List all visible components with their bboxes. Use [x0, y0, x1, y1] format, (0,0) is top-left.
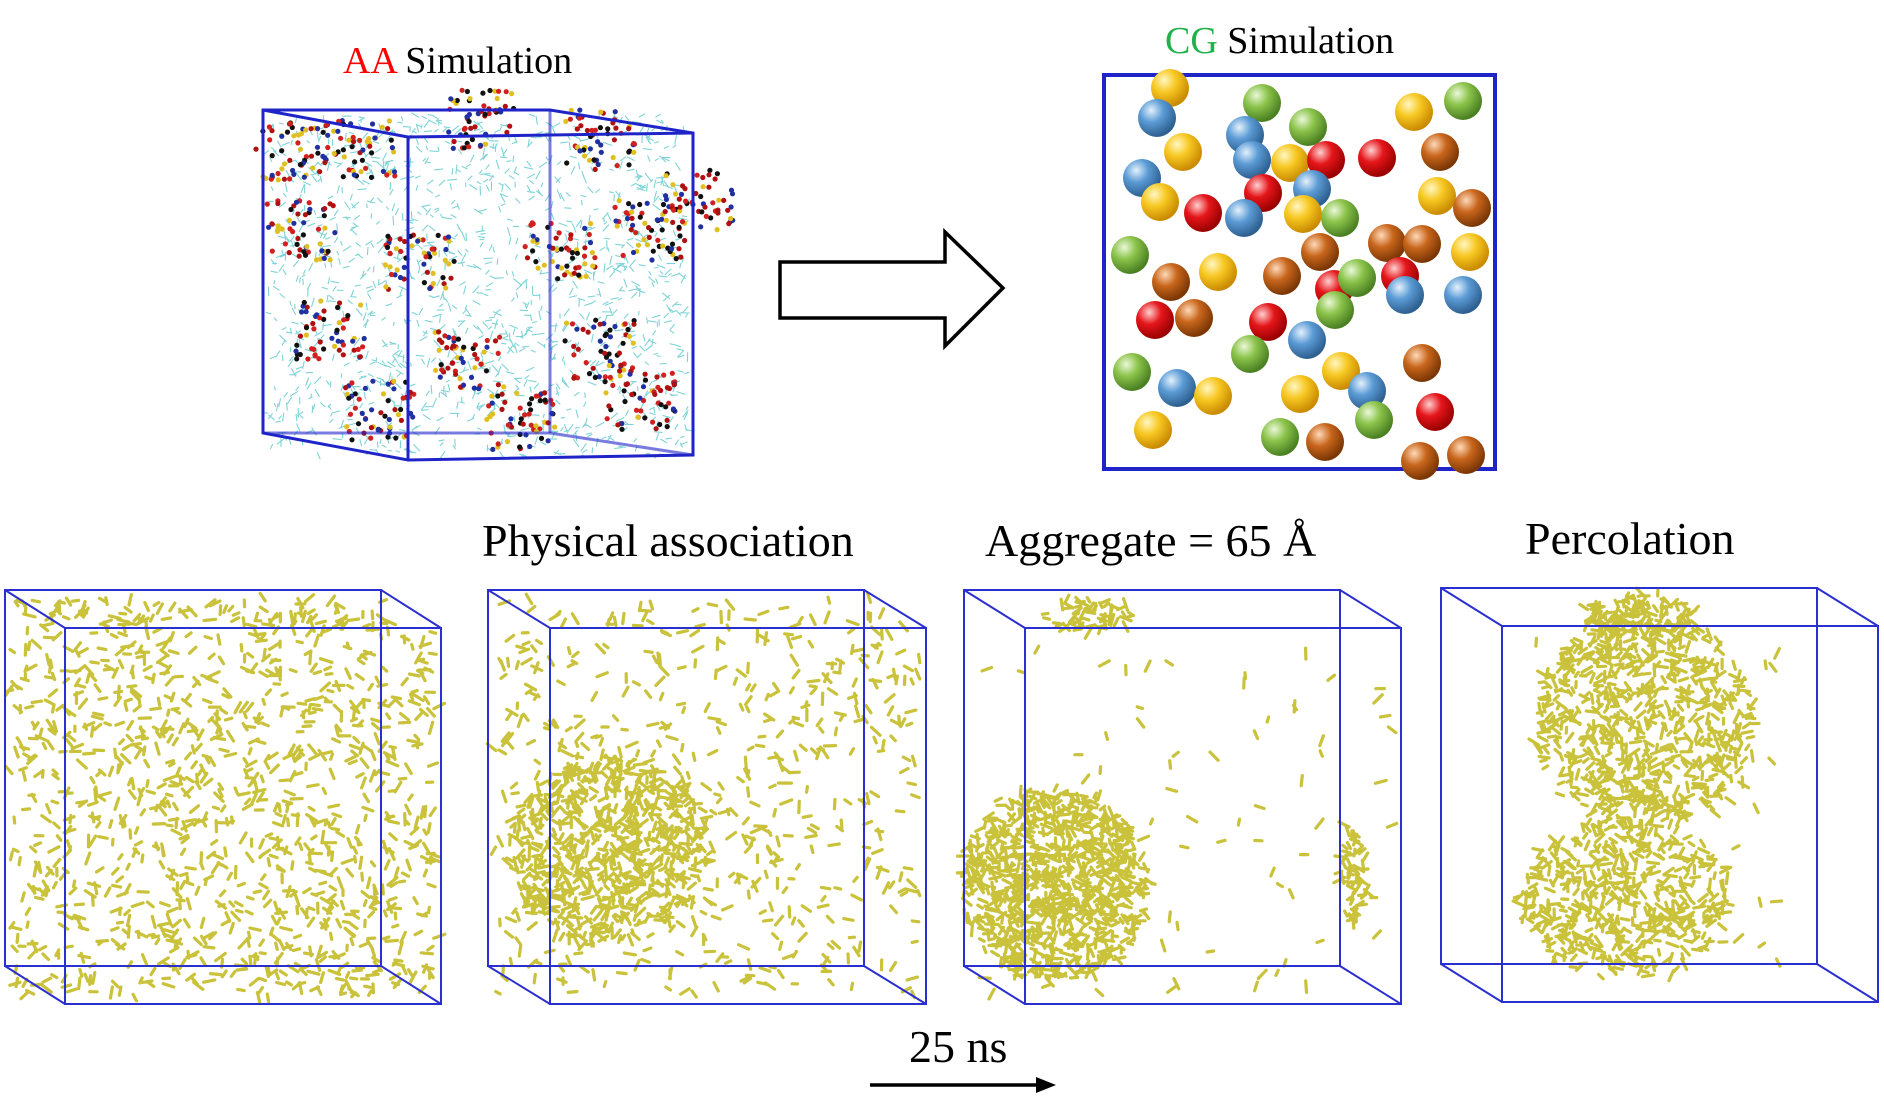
- aa-simulation-box: [253, 87, 736, 462]
- cg-simulation-box: [1102, 69, 1497, 480]
- stage-label-3: Aggregate = 65 Å: [985, 515, 1317, 566]
- stage-4-box-edges: [1440, 587, 1879, 1003]
- stage-3-box-edges: [963, 589, 1402, 1005]
- stage-box-4: [1440, 586, 1879, 1003]
- right-arrow-icon: [870, 1077, 1056, 1093]
- stage-1-molecules: [3, 591, 447, 1004]
- stage-box-3: [955, 589, 1402, 1005]
- stage-3-molecules: [955, 593, 1399, 1001]
- aa-simulation-title: AA Simulation: [343, 42, 572, 80]
- aa-label: AA: [343, 40, 396, 82]
- aa-simulation-suffix: Simulation: [395, 40, 573, 82]
- stage-label-4: Percolation: [1525, 513, 1735, 564]
- hollow-right-arrow-icon: [778, 227, 1006, 351]
- aa-box-edges: [261, 108, 695, 462]
- stage-box-1: [3, 589, 447, 1005]
- cg-label: CG: [1165, 20, 1218, 62]
- stage-1-box-edges: [4, 589, 442, 1005]
- cg-simulation-title: CG Simulation: [1165, 22, 1394, 60]
- stage-box-2: [485, 589, 927, 1005]
- time-label: 25 ns: [909, 1021, 1008, 1072]
- aa-molecules: [253, 87, 736, 452]
- cg-simulation-suffix: Simulation: [1217, 20, 1395, 62]
- stage-2-molecules: [485, 591, 922, 1000]
- stage-4-molecules: [1511, 586, 1784, 983]
- stage-label-2: Physical association: [482, 515, 854, 566]
- cg-box-edge: [1102, 73, 1497, 471]
- cg-beads: [1111, 69, 1491, 480]
- stage-2-box-edges: [487, 589, 927, 1005]
